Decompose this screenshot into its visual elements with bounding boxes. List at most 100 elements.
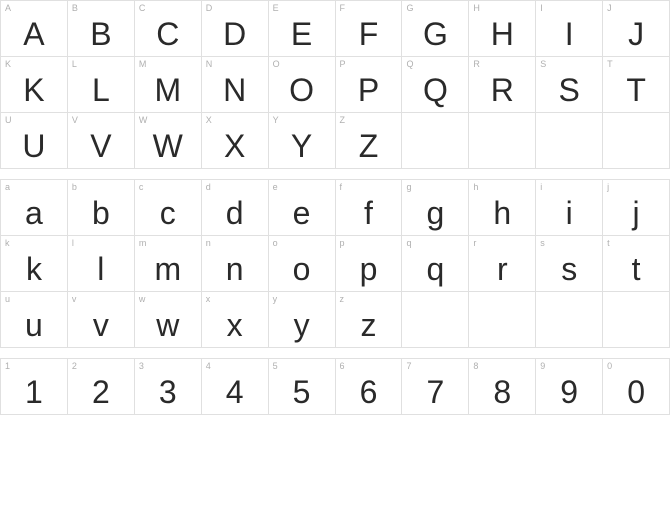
glyph-cell: 11 (1, 359, 68, 415)
glyph-char: L (68, 74, 134, 106)
glyph-char: G (402, 18, 468, 50)
glyph-char: E (269, 18, 335, 50)
glyph-cell: NN (202, 57, 269, 113)
glyph-cell: jj (603, 180, 670, 236)
glyph-label: r (473, 238, 476, 248)
glyph-char: 1 (1, 376, 67, 408)
glyph-cell: ee (269, 180, 336, 236)
glyph-char: 6 (336, 376, 402, 408)
glyph-label: h (473, 182, 478, 192)
glyph-label: d (206, 182, 211, 192)
glyph-cell: QQ (402, 57, 469, 113)
glyph-cell: MM (135, 57, 202, 113)
glyph-cell: zz (336, 292, 403, 348)
glyph-label: 8 (473, 361, 478, 371)
glyph-cell: 44 (202, 359, 269, 415)
glyph-char: x (202, 309, 268, 341)
glyph-char: y (269, 309, 335, 341)
glyph-cell: rr (469, 236, 536, 292)
section-digits: 11223344556677889900 (0, 358, 670, 415)
glyph-label: b (72, 182, 77, 192)
glyph-char: W (135, 130, 201, 162)
glyph-cell (536, 292, 603, 348)
glyph-cell: pp (336, 236, 403, 292)
glyph-label: Q (406, 59, 413, 69)
glyph-char: C (135, 18, 201, 50)
glyph-label: s (540, 238, 545, 248)
glyph-cell: ww (135, 292, 202, 348)
glyph-char: n (202, 253, 268, 285)
glyph-char: o (269, 253, 335, 285)
glyph-label: q (406, 238, 411, 248)
glyph-char: S (536, 74, 602, 106)
glyph-label: G (406, 3, 413, 13)
glyph-cell: JJ (603, 1, 670, 57)
glyph-label: u (5, 294, 10, 304)
glyph-label: R (473, 59, 480, 69)
glyph-label: X (206, 115, 212, 125)
glyph-cell: XX (202, 113, 269, 169)
glyph-char: F (336, 18, 402, 50)
section-gap (0, 348, 670, 358)
glyph-char: R (469, 74, 535, 106)
glyph-cell: nn (202, 236, 269, 292)
glyph-cell: GG (402, 1, 469, 57)
glyph-label: f (340, 182, 343, 192)
glyph-label: y (273, 294, 278, 304)
glyph-char: Q (402, 74, 468, 106)
glyph-cell (469, 292, 536, 348)
glyph-char: U (1, 130, 67, 162)
glyph-char: h (469, 197, 535, 229)
glyph-cell: 99 (536, 359, 603, 415)
glyph-cell: 33 (135, 359, 202, 415)
glyph-label: 4 (206, 361, 211, 371)
glyph-label: J (607, 3, 612, 13)
glyph-cell: KK (1, 57, 68, 113)
glyph-label: F (340, 3, 346, 13)
glyph-char: f (336, 197, 402, 229)
glyph-cell: OO (269, 57, 336, 113)
glyph-cell: YY (269, 113, 336, 169)
section-lowercase: aabbccddeeffgghhiijjkkllmmnnooppqqrrsstt… (0, 179, 670, 348)
glyph-char: m (135, 253, 201, 285)
glyph-cell: ll (68, 236, 135, 292)
glyph-cell: aa (1, 180, 68, 236)
glyph-cell: TT (603, 57, 670, 113)
glyph-label: O (273, 59, 280, 69)
glyph-row: KKLLMMNNOOPPQQRRSSTT (1, 57, 670, 113)
glyph-cell: AA (1, 1, 68, 57)
glyph-label: T (607, 59, 613, 69)
glyph-char: 8 (469, 376, 535, 408)
glyph-cell (536, 113, 603, 169)
glyph-row: AABBCCDDEEFFGGHHIIJJ (1, 1, 670, 57)
glyph-char: I (536, 18, 602, 50)
glyph-label: B (72, 3, 78, 13)
glyph-cell: dd (202, 180, 269, 236)
glyph-cell: 55 (269, 359, 336, 415)
glyph-label: 1 (5, 361, 10, 371)
glyph-cell: uu (1, 292, 68, 348)
glyph-row: uuvvwwxxyyzz (1, 292, 670, 348)
glyph-char: 7 (402, 376, 468, 408)
glyph-cell: hh (469, 180, 536, 236)
glyph-cell: 22 (68, 359, 135, 415)
glyph-char: K (1, 74, 67, 106)
glyph-char: k (1, 253, 67, 285)
glyph-cell: qq (402, 236, 469, 292)
glyph-label: 3 (139, 361, 144, 371)
glyph-char: P (336, 74, 402, 106)
glyph-label: A (5, 3, 11, 13)
glyph-char: r (469, 253, 535, 285)
glyph-label: U (5, 115, 12, 125)
glyph-char: D (202, 18, 268, 50)
glyph-label: g (406, 182, 411, 192)
glyph-char: V (68, 130, 134, 162)
glyph-label: p (340, 238, 345, 248)
glyph-cell: 00 (603, 359, 670, 415)
glyph-char: 5 (269, 376, 335, 408)
glyph-label: N (206, 59, 213, 69)
glyph-label: 5 (273, 361, 278, 371)
glyph-label: Y (273, 115, 279, 125)
glyph-label: 9 (540, 361, 545, 371)
glyph-char: t (603, 253, 669, 285)
